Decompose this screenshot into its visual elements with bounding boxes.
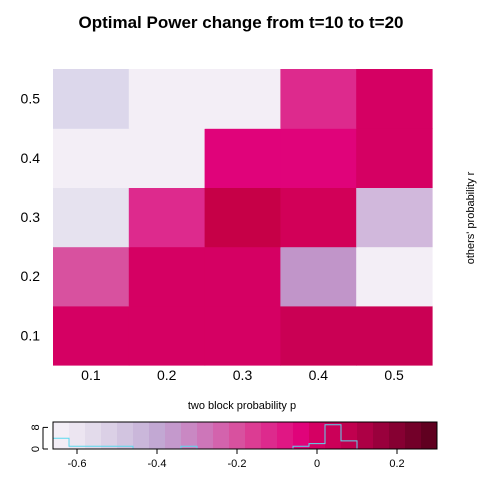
color-legend bbox=[53, 422, 438, 449]
legend-y-ticks: 08 bbox=[30, 424, 48, 452]
legend-swatch bbox=[421, 422, 438, 449]
legend-swatch bbox=[85, 422, 102, 449]
y-tick-label: 0.4 bbox=[21, 150, 41, 166]
legend-swatch bbox=[213, 422, 230, 449]
heatmap-cell bbox=[204, 187, 281, 248]
heatmap-cell bbox=[356, 305, 433, 366]
heatmap-cell bbox=[53, 69, 130, 129]
legend-y-tick-label: 0 bbox=[30, 446, 42, 452]
y-tick-label: 0.1 bbox=[21, 327, 41, 343]
x-tick-label: 0.3 bbox=[233, 367, 253, 383]
heatmap-cell bbox=[280, 69, 357, 129]
heatmap-cell bbox=[128, 246, 206, 307]
legend-swatch bbox=[277, 422, 294, 449]
legend-y-tick-label: 8 bbox=[30, 424, 42, 430]
heatmap-cell bbox=[53, 128, 130, 188]
legend-swatch bbox=[181, 422, 198, 449]
legend-swatch bbox=[309, 422, 326, 449]
heatmap-cell bbox=[53, 305, 130, 366]
heatmap-cell bbox=[128, 305, 206, 366]
legend-swatch bbox=[165, 422, 182, 449]
heatmap-cell bbox=[53, 246, 130, 307]
heatmap-cell bbox=[280, 187, 357, 248]
x-tick-label: 0.1 bbox=[81, 367, 101, 383]
legend-swatch bbox=[69, 422, 86, 449]
legend-x-ticks: -0.6 -0.4 -0.2 0 0.2 bbox=[68, 449, 405, 470]
legend-x-tick-label: -0.6 bbox=[68, 458, 87, 470]
heatmap-cell bbox=[204, 305, 281, 366]
legend-swatch bbox=[293, 422, 310, 449]
x-tick-label: 0.2 bbox=[157, 367, 177, 383]
heatmap-cell bbox=[356, 187, 433, 248]
x-tick-labels: 0.1 0.2 0.3 0.4 0.5 bbox=[81, 367, 404, 383]
legend-swatch bbox=[261, 422, 278, 449]
heatmap-cell bbox=[280, 128, 357, 188]
y-tick-labels: 0.1 0.2 0.3 0.4 0.5 bbox=[21, 91, 41, 344]
heatmap-cell bbox=[204, 246, 281, 307]
legend-x-tick-label: 0.2 bbox=[389, 458, 404, 470]
heatmap-cell bbox=[356, 69, 433, 129]
legend-swatch bbox=[405, 422, 422, 449]
heatmap-cells bbox=[53, 69, 433, 366]
heatmap-cell bbox=[280, 246, 357, 307]
legend-frame bbox=[52, 421, 438, 450]
legend-swatch bbox=[197, 422, 214, 449]
heatmap-cell bbox=[204, 69, 281, 129]
legend-swatch bbox=[117, 422, 134, 449]
y-tick-label: 0.2 bbox=[21, 268, 41, 284]
legend-swatch bbox=[373, 422, 390, 449]
heatmap-cell bbox=[128, 187, 206, 248]
heatmap-cell bbox=[128, 69, 206, 129]
legend-swatch bbox=[133, 422, 150, 449]
legend-swatch bbox=[357, 422, 374, 449]
heatmap-cell bbox=[280, 305, 357, 366]
legend-swatch bbox=[245, 422, 262, 449]
legend-swatch bbox=[341, 422, 358, 449]
x-tick-label: 0.4 bbox=[309, 367, 329, 383]
heatmap-cell bbox=[356, 128, 433, 188]
legend-x-tick-label: 0 bbox=[314, 458, 320, 470]
heatmap-cell bbox=[128, 128, 206, 188]
heatmap-cell bbox=[53, 187, 130, 248]
legend-swatch bbox=[325, 422, 342, 449]
legend-swatch bbox=[149, 422, 166, 449]
legend-swatch bbox=[229, 422, 246, 449]
y-tick-label: 0.3 bbox=[21, 209, 41, 225]
x-tick-label: 0.5 bbox=[384, 367, 404, 383]
legend-x-tick-label: -0.4 bbox=[148, 458, 167, 470]
legend-swatch bbox=[389, 422, 406, 449]
heatmap-cell bbox=[356, 246, 433, 307]
legend-swatch bbox=[53, 422, 70, 449]
y-tick-label: 0.5 bbox=[21, 91, 41, 107]
y-axis-label: others' probability r bbox=[465, 171, 477, 264]
legend-x-tick-label: -0.2 bbox=[228, 458, 247, 470]
legend-swatch bbox=[101, 422, 118, 449]
x-axis-label: two block probability p bbox=[188, 400, 296, 412]
heatmap-cell bbox=[204, 128, 281, 188]
chart-title: Optimal Power change from t=10 to t=20 bbox=[79, 13, 404, 32]
